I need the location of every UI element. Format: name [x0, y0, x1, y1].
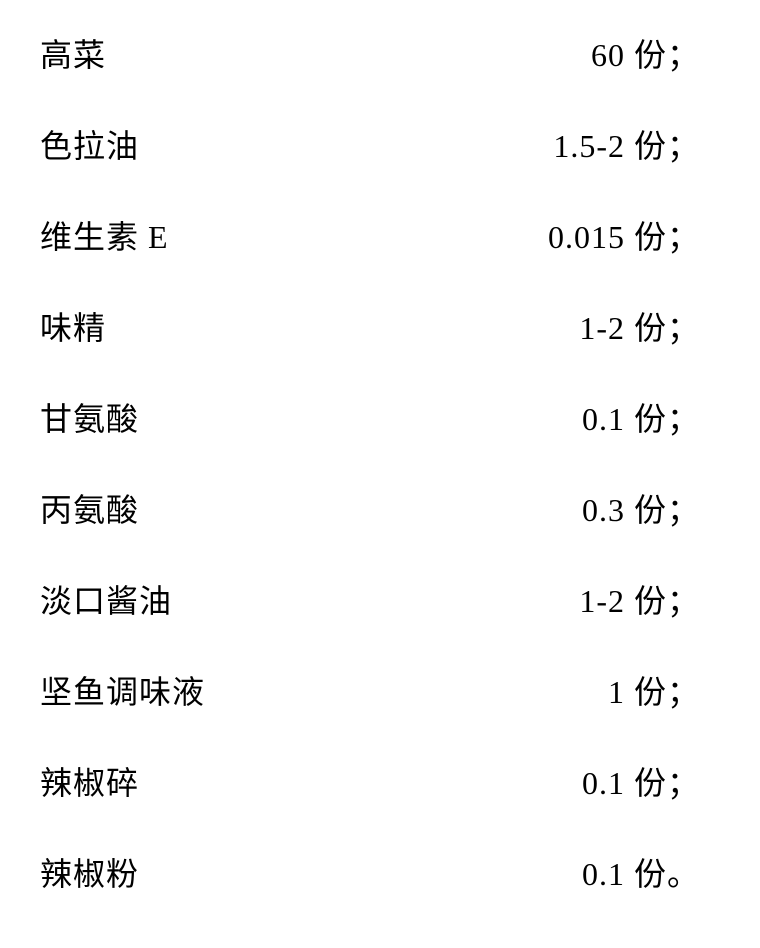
ingredient-name: 淡口酱油 — [40, 576, 380, 622]
ingredient-row: 淡口酱油 1-2 份； — [40, 576, 720, 622]
ingredient-row: 丙氨酸 0.3 份； — [40, 485, 720, 531]
ingredient-row: 色拉油 1.5-2 份； — [40, 121, 720, 167]
ingredient-amount: 1-2 份； — [380, 303, 720, 349]
ingredient-amount: 0.1 份。 — [380, 849, 720, 895]
ingredient-name: 辣椒碎 — [40, 758, 380, 804]
ingredient-name: 味精 — [40, 303, 380, 349]
ingredient-row: 高菜 60 份； — [40, 30, 720, 76]
ingredient-name: 色拉油 — [40, 121, 380, 167]
ingredient-name: 高菜 — [40, 30, 380, 76]
ingredient-amount: 0.1 份； — [380, 758, 720, 804]
ingredient-name: 丙氨酸 — [40, 485, 380, 531]
ingredient-amount: 0.1 份； — [380, 394, 720, 440]
ingredient-row: 辣椒碎 0.1 份； — [40, 758, 720, 804]
ingredient-amount: 0.3 份； — [380, 485, 720, 531]
ingredient-name: 坚鱼调味液 — [40, 667, 380, 713]
ingredient-row: 维生素 E 0.015 份； — [40, 212, 720, 258]
ingredient-amount: 1.5-2 份； — [380, 121, 720, 167]
ingredient-row: 味精 1-2 份； — [40, 303, 720, 349]
ingredient-row: 甘氨酸 0.1 份； — [40, 394, 720, 440]
ingredient-amount: 0.015 份； — [380, 212, 720, 258]
ingredient-list: 高菜 60 份； 色拉油 1.5-2 份； 维生素 E 0.015 份； 味精 … — [40, 30, 720, 940]
ingredient-name: 辣椒粉 — [40, 849, 380, 895]
ingredient-name: 甘氨酸 — [40, 394, 380, 440]
ingredient-name: 维生素 E — [40, 212, 380, 258]
ingredient-amount: 1-2 份； — [380, 576, 720, 622]
ingredient-amount: 60 份； — [380, 30, 720, 76]
ingredient-row: 坚鱼调味液 1 份； — [40, 667, 720, 713]
ingredient-amount: 1 份； — [380, 667, 720, 713]
ingredient-row: 辣椒粉 0.1 份。 — [40, 849, 720, 895]
